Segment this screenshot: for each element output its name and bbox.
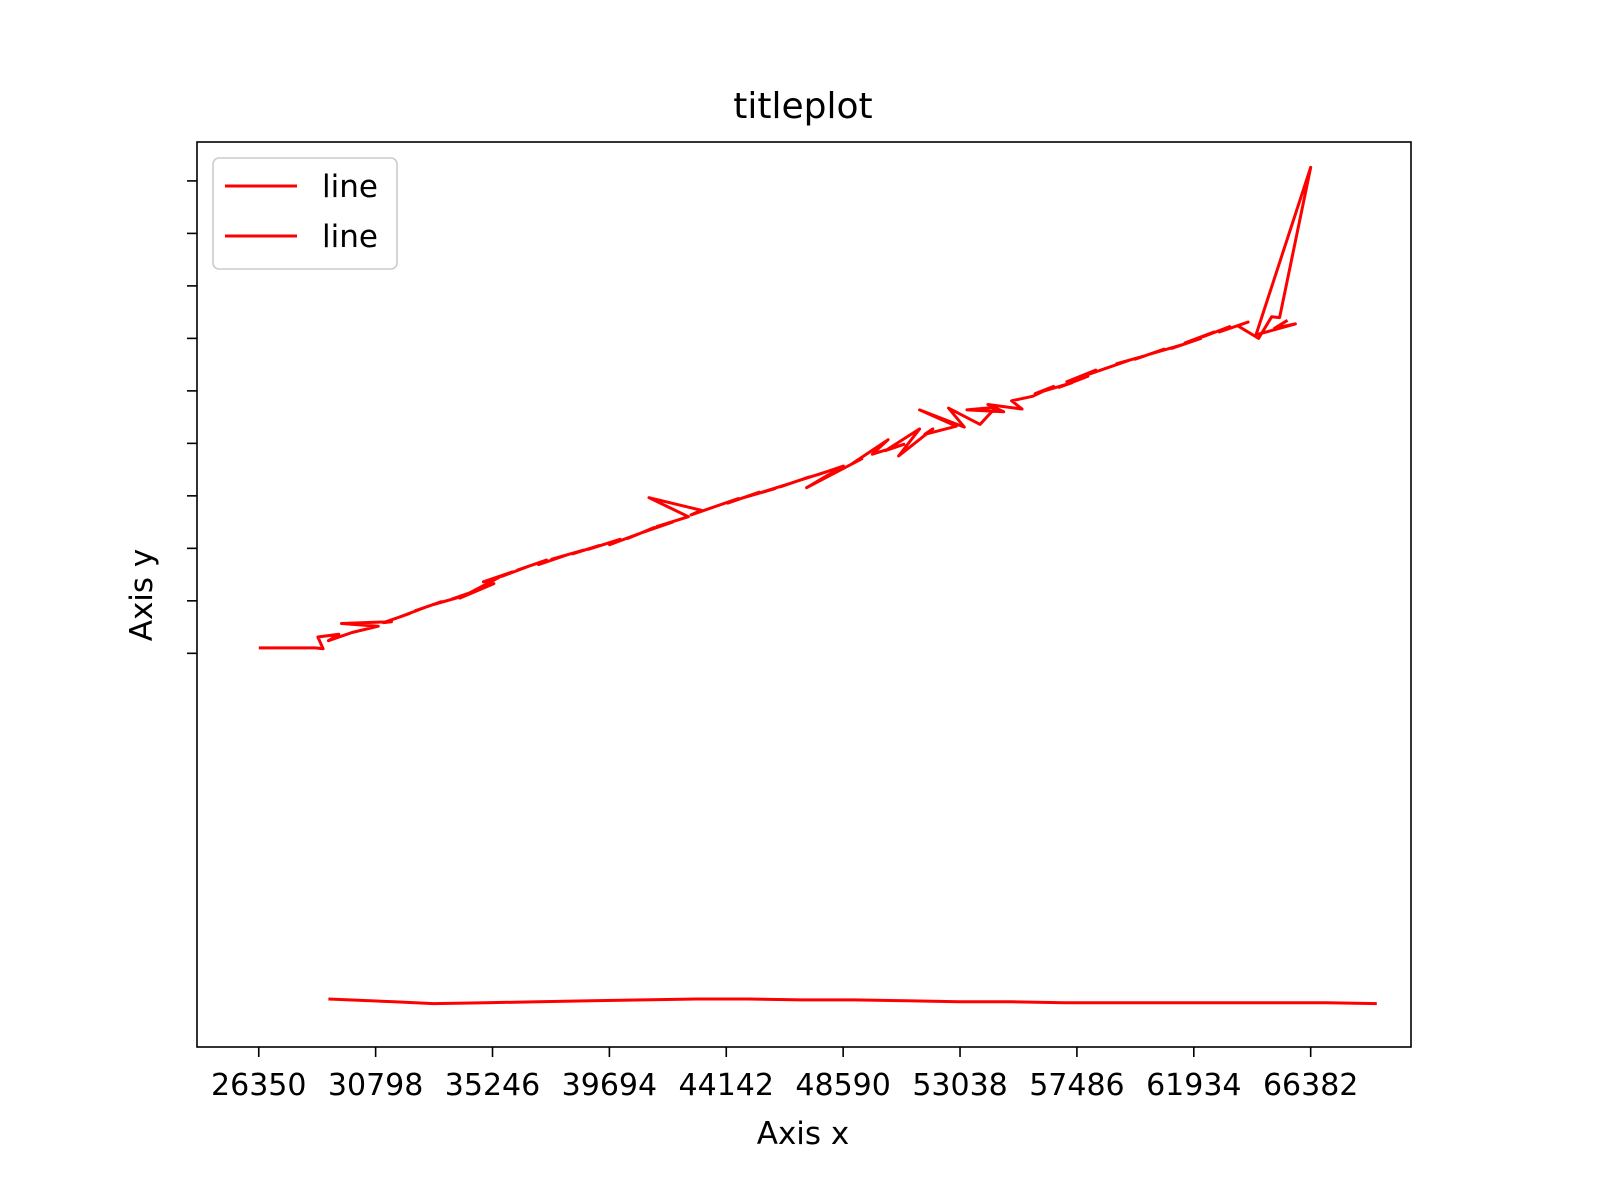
series-line-2 [328,997,1377,1006]
series-layer [258,165,1377,1006]
legend-label-2: line [322,219,378,255]
x-tick-label-10: 66382 [1263,1068,1358,1103]
legend: line line [212,157,398,270]
x-tick-label-7: 53038 [912,1068,1007,1103]
x-tick-label-3: 35246 [445,1068,540,1103]
y-axis-label: Axis y [124,549,160,642]
x-axis: 26350 30798 35246 39694 44142 48590 53038 57486… [211,1047,1358,1103]
x-tick-label-4: 39694 [562,1068,657,1103]
plot-frame [196,141,1412,1048]
y-axis [187,180,197,655]
x-tick-label-1: 26350 [211,1068,306,1103]
x-tick-label-8: 57486 [1029,1068,1124,1103]
x-tick-label-6: 48590 [795,1068,890,1103]
x-axis-label: Axis x [757,1116,850,1152]
chart-title: titleplot [733,86,872,127]
x-tick-label-9: 61934 [1146,1068,1241,1103]
x-tick-label-2: 30798 [328,1068,423,1103]
series-line-1 [258,165,1313,651]
x-tick-label-5: 44142 [679,1068,774,1103]
legend-label-1: line [322,169,378,205]
